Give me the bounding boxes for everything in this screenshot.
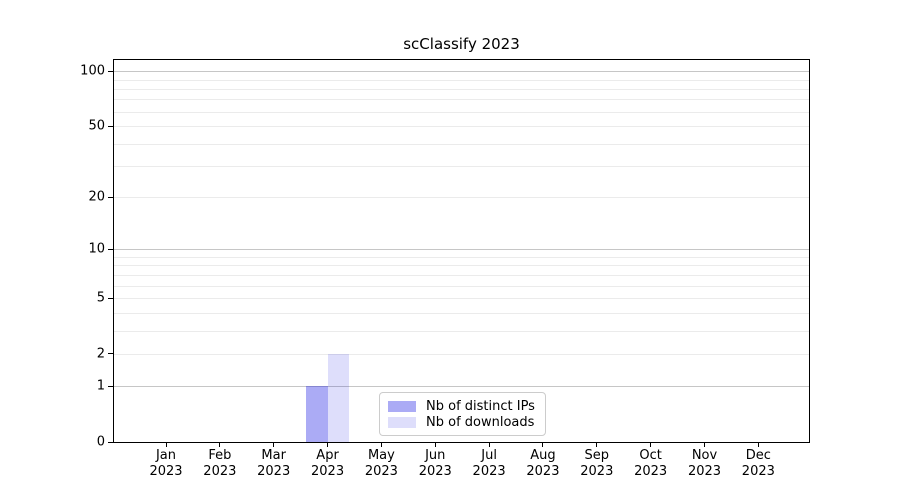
- y-tick-label: 10: [88, 241, 105, 257]
- x-tick: [596, 442, 598, 447]
- legend-label: Nb of distinct IPs: [426, 398, 535, 414]
- gridline-minor: [114, 312, 809, 314]
- x-tick-label: Sep 2023: [580, 448, 614, 479]
- gridline-minor: [114, 99, 809, 101]
- gridline-minor: [114, 126, 809, 128]
- x-tick-label: Oct 2023: [634, 448, 668, 479]
- legend: Nb of distinct IPs Nb of downloads: [379, 392, 546, 436]
- bar-nb-of-distinct-ips: [306, 386, 328, 442]
- y-tick-label: 1: [96, 378, 105, 394]
- x-tick-label: May 2023: [364, 448, 398, 479]
- gridline-minor: [114, 143, 809, 145]
- gridline-major: [114, 71, 809, 73]
- legend-swatch-icon: [388, 416, 416, 428]
- plot-area: 100 50 20 10 5 2 1 0 Jan 2023 Feb 2023 Mar 2023 Apr…: [80, 59, 810, 479]
- gridline-major: [114, 249, 809, 251]
- x-tick-label: Jul 2023: [472, 448, 506, 479]
- x-tick-label: Aug 2023: [526, 448, 560, 479]
- y-tick: [108, 385, 113, 387]
- x-tick: [757, 442, 759, 447]
- legend-item: Nb of distinct IPs: [388, 398, 537, 414]
- gridline-minor: [114, 111, 809, 113]
- gridline-minor: [114, 79, 809, 81]
- y-tick-label: 50: [88, 118, 105, 134]
- x-tick: [650, 442, 652, 447]
- x-tick: [327, 442, 329, 447]
- gridline-major: [114, 386, 809, 388]
- y-tick-label: 100: [80, 63, 105, 79]
- gridline-minor: [114, 256, 809, 258]
- x-tick: [380, 442, 382, 447]
- x-tick: [704, 442, 705, 447]
- y-tick: [108, 441, 113, 443]
- x-tick-label: Jan 2023: [149, 448, 183, 479]
- gridline-minor: [114, 197, 809, 199]
- x-tick: [488, 442, 490, 447]
- y-tick-label: 20: [88, 189, 105, 205]
- y-tick: [108, 125, 113, 127]
- x-tick: [219, 442, 221, 447]
- x-tick: [273, 442, 275, 447]
- bar-nb-of-downloads: [327, 353, 350, 442]
- x-tick: [434, 442, 436, 447]
- gridline-minor: [114, 298, 809, 299]
- x-tick: [165, 442, 167, 447]
- y-tick-label: 5: [96, 290, 105, 306]
- y-tick: [108, 353, 113, 355]
- x-tick-label: Apr 2023: [311, 448, 345, 479]
- gridline-minor: [114, 330, 809, 332]
- y-tick: [108, 297, 113, 299]
- x-tick-label: Jun 2023: [418, 448, 452, 479]
- y-tick-label: 2: [96, 346, 105, 362]
- gridline-minor: [114, 274, 809, 276]
- gridline-minor: [114, 353, 809, 355]
- y-tick-label: 0: [96, 434, 105, 450]
- x-tick-label: Mar 2023: [257, 448, 291, 479]
- legend-swatch-icon: [388, 400, 416, 412]
- x-tick-label: Feb 2023: [203, 448, 237, 479]
- gridline-minor: [114, 88, 809, 90]
- x-tick-label: Nov 2023: [687, 448, 722, 479]
- y-tick: [108, 70, 113, 72]
- chart-title: scClassify 2023: [403, 35, 520, 53]
- legend-item: Nb of downloads: [388, 414, 537, 430]
- gridline-minor: [114, 265, 809, 267]
- x-tick: [542, 442, 544, 447]
- gridline-minor: [114, 166, 809, 168]
- gridline-minor: [114, 285, 809, 287]
- y-tick: [108, 248, 113, 250]
- legend-label: Nb of downloads: [426, 414, 535, 430]
- x-tick-label: Dec 2023: [741, 448, 775, 479]
- y-tick: [108, 196, 113, 198]
